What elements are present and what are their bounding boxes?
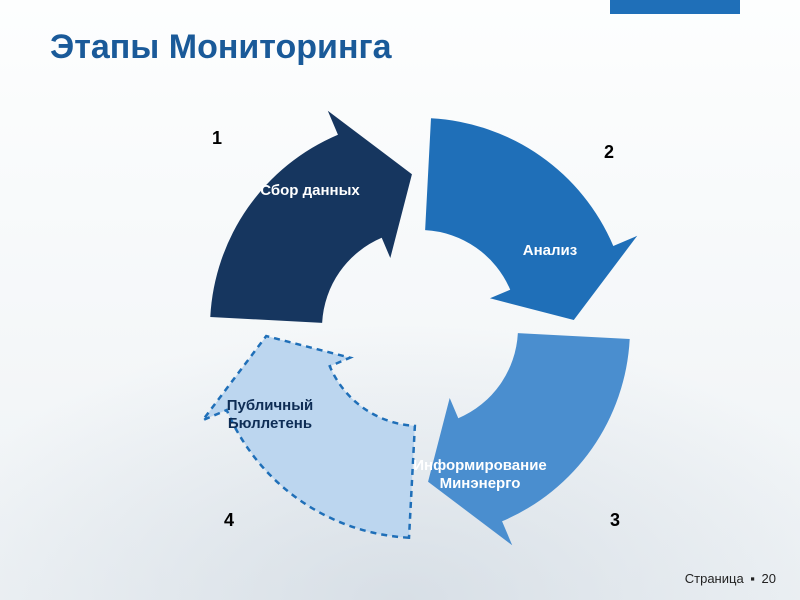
stage-number-4: 4 (224, 510, 234, 531)
cycle-label-seg4: ПубличныйБюллетень (227, 397, 314, 432)
slide-title: Этапы Мониторинга (50, 28, 392, 67)
cycle-diagram: Сбор данныхАнализИнформированиеМинэнерго… (150, 80, 650, 580)
cycle-label-seg2: Анализ (523, 242, 577, 259)
stage-number-2: 2 (604, 142, 614, 163)
cycle-arrow-seg3 (428, 333, 630, 545)
stage-number-1: 1 (212, 128, 222, 149)
cycle-arrow-seg4 (203, 336, 415, 538)
footer-separator: ▪ (750, 571, 755, 586)
footer-page-number: 20 (762, 571, 776, 586)
accent-bar (610, 0, 740, 14)
footer-label: Страница (685, 571, 744, 586)
page-footer: Страница ▪ 20 (685, 571, 776, 586)
cycle-label-seg1: Сбор данных (260, 182, 360, 199)
cycle-arrow-seg1 (210, 111, 412, 323)
stage-number-3: 3 (610, 510, 620, 531)
slide: Этапы Мониторинга Сбор данныхАнализИнфор… (0, 0, 800, 600)
